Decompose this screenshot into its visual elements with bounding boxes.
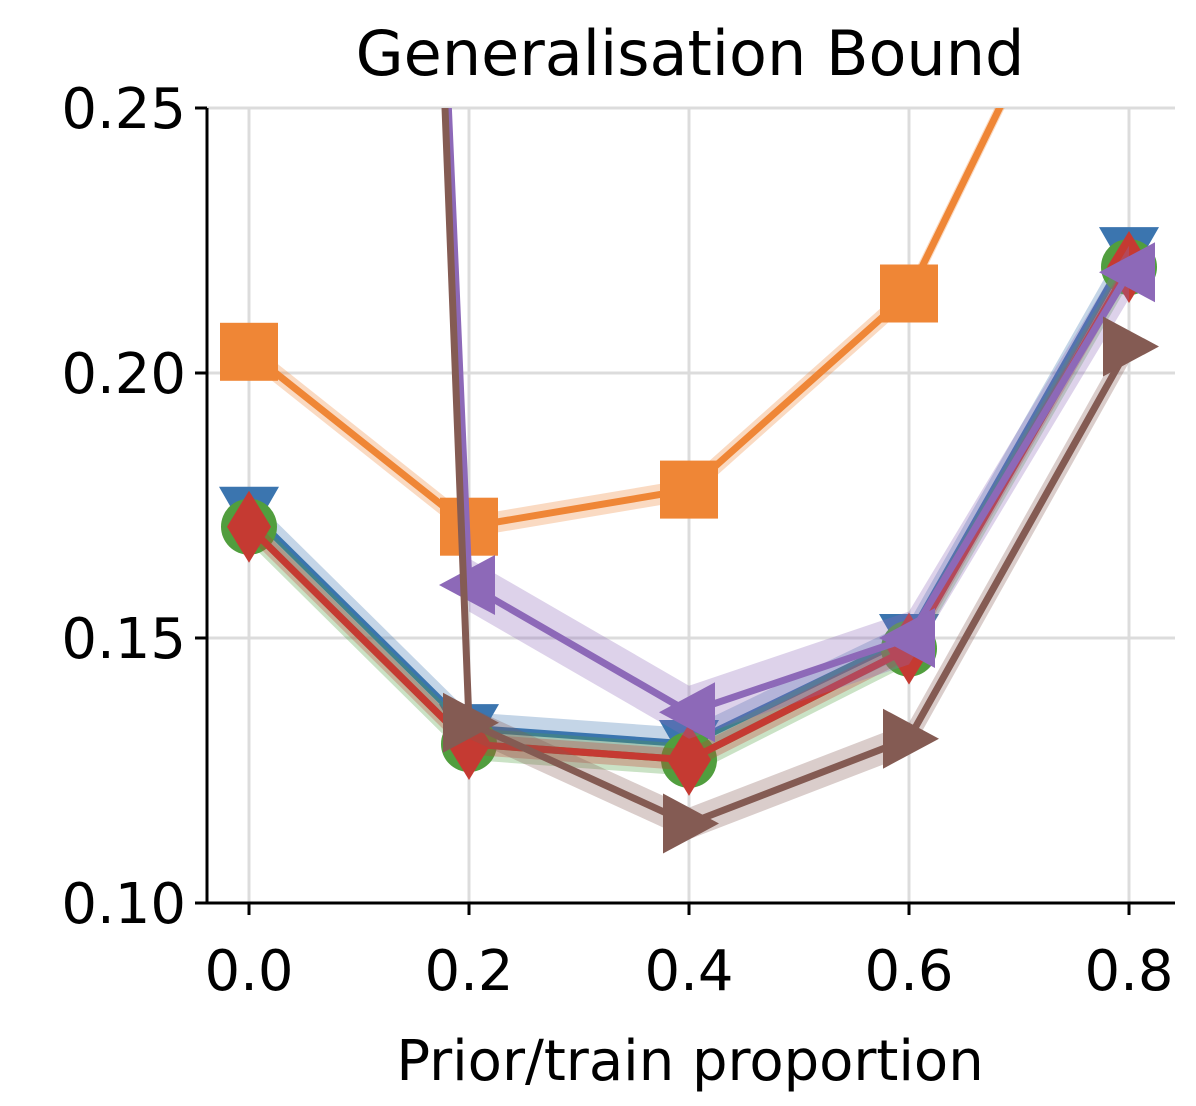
series-purple — [439, 108, 1155, 743]
series-purple-point-3 — [879, 608, 935, 668]
series-brown-point-3 — [883, 708, 939, 769]
x-tick-label-3: 0.6 — [864, 939, 953, 1004]
series-orange-point-0 — [220, 322, 278, 381]
x-axis-label: Prior/train proportion — [396, 1029, 983, 1094]
series-purple-band — [447, 108, 1129, 739]
series-orange-point-3 — [880, 264, 938, 323]
series-layer — [219, 108, 1159, 854]
series-brown-point-4 — [1103, 316, 1159, 377]
x-tick-label-0: 0.0 — [204, 939, 293, 1004]
series-brown-point-1 — [443, 692, 499, 753]
axes: 0.0 0.2 0.4 0.6 0.8 0.10 0.15 0.20 0.25 — [61, 77, 1175, 1004]
y-tick-label-0: 0.10 — [61, 872, 186, 937]
series-purple-point-2 — [659, 682, 715, 743]
series-purple-point-4 — [1099, 242, 1155, 303]
chart-title: Generalisation Bound — [356, 17, 1025, 90]
series-brown-point-2 — [663, 793, 719, 854]
x-tick-label-1: 0.2 — [424, 939, 513, 1004]
series-brown — [441, 108, 1159, 854]
x-tick-label-4: 0.8 — [1084, 939, 1173, 1004]
series-orange-point-2 — [660, 460, 718, 519]
y-tick-label-1: 0.15 — [61, 607, 186, 672]
series-red-point-0 — [227, 490, 271, 563]
x-tick-label-2: 0.4 — [644, 939, 733, 1004]
y-tick-label-2: 0.20 — [61, 342, 186, 407]
y-tick-label-3: 0.25 — [61, 77, 186, 142]
series-orange — [220, 108, 1005, 556]
series-red-point-2 — [667, 723, 711, 796]
